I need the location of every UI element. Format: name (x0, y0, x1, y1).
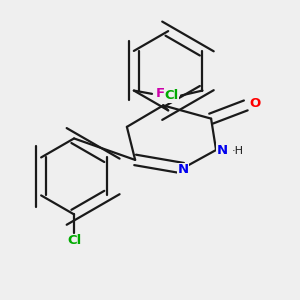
Text: ·H: ·H (232, 146, 244, 156)
Text: O: O (249, 97, 261, 110)
Text: N: N (216, 143, 228, 157)
Text: Cl: Cl (164, 89, 178, 102)
Text: N: N (178, 163, 189, 176)
Text: F: F (156, 87, 165, 101)
Text: Cl: Cl (67, 234, 81, 247)
